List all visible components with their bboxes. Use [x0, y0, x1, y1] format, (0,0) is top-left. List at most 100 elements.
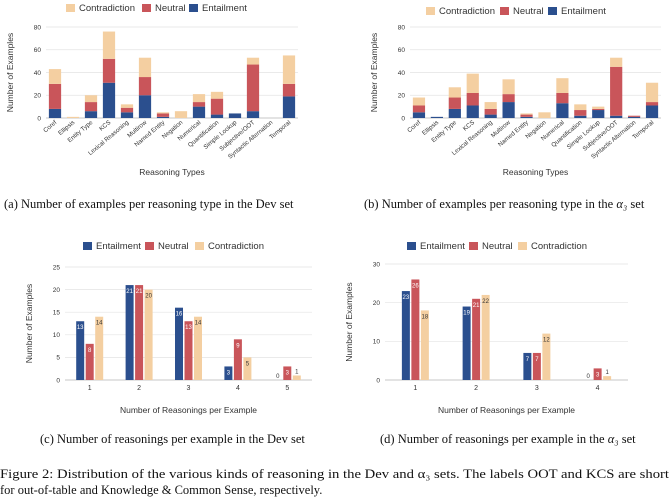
panel-a-bar-subjective-oot-neutral: [246, 64, 260, 112]
panel-a-y-tick-label-40: 40: [34, 70, 42, 77]
panel-b-bar-ellipsis-entailment: [430, 116, 443, 118]
panel-a-bar-lexical-reasoning-neutral: [120, 107, 134, 113]
panel-a-bar-numerical-contradiction: [192, 94, 206, 103]
panel-b-bar-subjective-oot-entailment: [610, 115, 623, 118]
panel-c-data-label-3-contradiction: 14: [195, 321, 202, 327]
panel-a-bar-named-entity-entailment: [156, 116, 170, 118]
panel-d-data-label-1-contradiction: 18: [422, 314, 429, 320]
panel-b-y-tick-label-0: 0: [401, 115, 405, 122]
panel-c-data-label-2-entailment: 21: [126, 289, 133, 295]
panel-d-legend-label-entailment: Entailment: [420, 241, 465, 252]
panel-d-x-tick-label-4: 4: [596, 385, 600, 392]
panel-d-x-axis-label: Number of Reasonings per Example: [438, 405, 575, 415]
panel-a-x-axis-label: Reasoning Types: [139, 167, 205, 177]
panel-a-bar-coref-contradiction: [48, 69, 62, 84]
panel-a-bar-quantification-neutral: [210, 98, 224, 115]
panel-c-y-axis-label: Number of Examples: [24, 284, 34, 363]
panel-c-y-tick-label-10: 10: [53, 332, 61, 339]
panel-c-data-label-4-neutral: 9: [236, 343, 240, 349]
panel-a-bar-numerical-neutral: [192, 102, 206, 107]
panel-b-bar-named-entity-contradiction: [520, 113, 533, 115]
panel-d-data-label-2-entailment: 19: [463, 311, 470, 317]
panel-d-data-label-2-contradiction: 22: [482, 299, 489, 305]
panel-a-bar-ellipsis-contradiction: [66, 116, 80, 118]
panel-a-bar-named-entity-neutral: [156, 113, 170, 117]
panel-a-x-tick-label-kcs: KCS: [98, 119, 112, 133]
panel-a-bar-numerical-entailment: [192, 106, 206, 118]
panel-c-data-label-2-neutral: 21: [136, 289, 143, 295]
panel-a-x-tick-label-coref: Coref: [42, 119, 58, 134]
panel-a-legend-swatch-contradiction: [66, 4, 75, 12]
panel-a-bar-entity-type-neutral: [84, 102, 98, 112]
panel-c-x-tick-label-1: 1: [88, 385, 92, 392]
panel-b-bar-temporal-contradiction: [645, 82, 659, 103]
panel-c-bar-3-entailment: [175, 307, 183, 380]
panel-d-legend-label-neutral: Neutral: [482, 241, 513, 252]
panel-d-bar-3-neutral: [532, 352, 541, 380]
panel-b-bar-kcs-neutral: [466, 92, 479, 106]
panel-d-y-axis-label: Number of Examples: [344, 282, 354, 361]
panel-b-bar-subjective-oot-neutral: [610, 66, 623, 116]
panel-d-x-tick-label-3: 3: [535, 385, 539, 392]
panel-b-bar-simple-lookup-neutral: [592, 108, 605, 111]
panel-a-legend-label-neutral: Neutral: [155, 3, 186, 14]
panel-b-bar-negation-contradiction: [538, 112, 551, 118]
panel-b-bar-kcs-contradiction: [466, 73, 479, 93]
panel-d-bar-1-neutral: [411, 279, 420, 380]
panel-c-x-tick-label-2: 2: [137, 385, 141, 392]
panel-d-data-label-4-contradiction: 1: [605, 370, 609, 376]
panel-b-bar-kcs-entailment: [466, 105, 479, 118]
panel-a-legend-label-contradiction: Contradiction: [79, 3, 135, 14]
panel-c-x-tick-label-4: 4: [236, 385, 240, 392]
panel-b-bar-quantification-neutral: [574, 110, 587, 116]
panel-a-bar-quantification-contradiction: [210, 91, 224, 99]
panel-d-y-tick-label-20: 20: [373, 300, 381, 307]
panel-b-legend-swatch-entailment: [548, 7, 557, 15]
panel-b-bar-multirow-neutral: [502, 94, 515, 103]
panel-a-bar-subjective-oot-contradiction: [246, 57, 260, 65]
panel-d-bar-1-entailment: [401, 291, 410, 380]
panel-a-y-tick-label-0: 0: [37, 115, 41, 122]
figure-caption-line2: for out-of-table and Knowledge & Common …: [0, 483, 322, 497]
panel-c-legend-label-neutral: Neutral: [158, 241, 189, 252]
panel-d-data-label-4-entailment: 0: [586, 374, 590, 380]
panel-c-y-tick-label-20: 20: [53, 287, 61, 294]
panel-a-bar-entity-type-contradiction: [84, 95, 98, 103]
panel-c-bar-4-entailment: [224, 366, 233, 380]
panel-b-x-tick-label-kcs: KCS: [462, 119, 476, 133]
panel-c-bar-1-neutral: [85, 343, 94, 380]
panel-c-data-label-5-entailment: 0: [276, 374, 280, 380]
caption-d-set: α₃: [608, 432, 619, 446]
panel-a-bar-kcs-contradiction: [102, 31, 116, 59]
panel-c-bar-2-contradiction: [144, 289, 153, 380]
panel-a-y-tick-label-60: 60: [34, 47, 42, 54]
panel-d-bar-3-entailment: [523, 352, 532, 380]
panel-b-bar-numerical-neutral: [556, 92, 569, 104]
panel-c-bar-1-contradiction: [95, 316, 104, 380]
panel-b-bar-multirow-entailment: [502, 102, 515, 118]
panel-b-bar-syntactic-alternation-entailment: [628, 116, 641, 118]
panel-b-bar-entity-type-entailment: [448, 108, 461, 118]
panel-d-data-label-4-neutral: 3: [596, 372, 600, 378]
panel-c-data-label-4-entailment: 3: [227, 370, 231, 376]
caption-b-prefix: (b) Number of examples per reasoning typ…: [364, 197, 616, 211]
panel-a-y-axis-label: Number of Examples: [5, 33, 15, 112]
panel-d-data-label-3-entailment: 7: [526, 357, 530, 363]
panel-b-bar-coref-neutral: [412, 105, 426, 113]
caption-d: (d) Number of reasonings per example in …: [380, 432, 636, 446]
panel-b-bar-quantification-entailment: [574, 115, 587, 118]
panel-c-bar-5-contradiction: [292, 375, 301, 380]
panel-a-bar-multirow-neutral: [138, 77, 152, 96]
panel-a-bar-named-entity-contradiction: [156, 112, 170, 114]
panel-a-bar-multirow-contradiction: [138, 57, 152, 78]
panel-a-bar-negation-contradiction: [174, 111, 188, 118]
panel-b-bar-temporal-neutral: [645, 102, 659, 106]
panel-b-bar-temporal-entailment: [645, 105, 659, 118]
panel-c-legend-swatch-contradiction: [195, 242, 204, 250]
panel-b-legend-label-entailment: Entailment: [561, 6, 606, 17]
panel-b-y-tick-label-40: 40: [398, 70, 406, 77]
panel-d-bar-2-entailment: [462, 306, 471, 380]
